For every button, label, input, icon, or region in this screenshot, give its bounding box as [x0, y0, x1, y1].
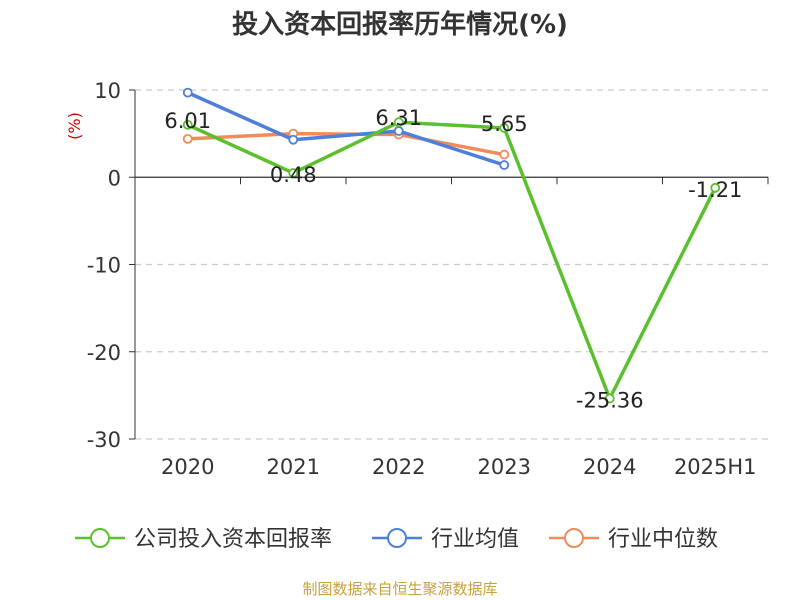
legend-label-industry_avg: 行业均值 [431, 527, 519, 552]
source-note: 制图数据来自恒生聚源数据库 [302, 580, 498, 598]
data-label: -1.21 [688, 178, 742, 202]
data-point-company [710, 182, 721, 193]
legend-marker-industry_median [564, 528, 584, 548]
series-layer [182, 87, 721, 404]
legend-marker-industry_avg [387, 528, 407, 548]
data-point-industry_median [182, 133, 193, 144]
series-line-company [187, 120, 717, 401]
data-point-company [499, 123, 510, 133]
x-tick-label: 2025H1 [674, 455, 757, 479]
x-tick-label: 2023 [478, 455, 531, 479]
data-point-industry_avg [288, 134, 299, 145]
data-label-layer: 6.01 0.48 6.31 5.65 -25.36 -1.21 [164, 106, 742, 412]
data-label: 6.31 [375, 106, 422, 130]
y-tick-label: -10 [87, 254, 121, 278]
data-point-company [604, 393, 615, 404]
data-label: 6.01 [164, 109, 211, 133]
y-axis-unit-label: (%) [65, 112, 84, 140]
data-label: 5.65 [481, 112, 528, 136]
series-line-industry_avg [187, 91, 505, 167]
y-tick-label: -20 [87, 341, 121, 365]
legend-label-industry_median: 行业中位数 [608, 527, 718, 552]
data-point-company [393, 117, 404, 128]
x-tick-label: 2022 [372, 455, 425, 479]
data-point-company [182, 119, 193, 130]
x-tick-label: 2020 [161, 455, 214, 479]
y-tick-label: -30 [87, 428, 121, 452]
data-label: -25.36 [576, 389, 644, 413]
chart-title: 投入资本回报率历年情况(%) [232, 10, 568, 40]
axis-layer: 10 0 -10 -20 -30 2020 2021 2022 2023 2024 2025H1 (%… [65, 79, 769, 479]
data-point-industry_avg [499, 160, 510, 170]
data-label: 0.48 [270, 163, 317, 187]
x-tick-label: 2024 [583, 455, 636, 479]
x-tick-label: 2021 [267, 455, 320, 479]
y-tick-label: 10 [94, 79, 121, 103]
data-point-industry_median [499, 149, 510, 160]
legend: 公司投入资本回报率 行业均值 行业中位数 [75, 527, 718, 552]
data-point-industry_avg [182, 87, 193, 98]
y-tick-label: 0 [108, 166, 121, 190]
legend-label-company: 公司投入资本回报率 [134, 527, 332, 552]
data-point-company [288, 168, 299, 178]
legend-marker-company [90, 528, 110, 548]
